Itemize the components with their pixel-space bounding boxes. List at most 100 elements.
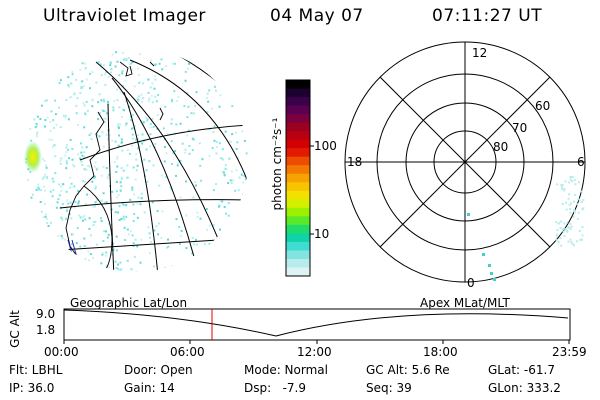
speckle [121, 51, 124, 54]
speckle [177, 96, 180, 99]
speckle [215, 146, 218, 148]
speckle [70, 233, 73, 236]
speckle [66, 199, 69, 202]
speckle [60, 185, 63, 188]
speckle [57, 198, 60, 201]
speckle [54, 113, 57, 116]
speckle [30, 196, 33, 199]
speckle [82, 180, 84, 183]
speckle [124, 100, 127, 103]
speckle [210, 107, 213, 110]
speckle [69, 186, 72, 189]
speckle [71, 147, 74, 150]
speckle [44, 213, 47, 216]
speckle [76, 97, 79, 100]
speckle [229, 179, 232, 182]
speckle [194, 181, 197, 183]
speckle [106, 236, 109, 239]
speckle [223, 173, 226, 176]
speckle [75, 112, 78, 115]
speckle [184, 70, 187, 73]
speckle [45, 164, 48, 167]
speckle [128, 152, 131, 155]
speckle [231, 105, 234, 108]
speckle [125, 216, 128, 219]
speckle [64, 116, 67, 119]
speckle [149, 86, 152, 89]
speckle [118, 134, 121, 137]
speckle [68, 85, 70, 88]
speckle [219, 199, 222, 202]
speckle [208, 89, 211, 92]
mlt-label-right: 6 [577, 155, 585, 169]
speckle [180, 229, 183, 232]
speckle [160, 58, 163, 61]
speckle [70, 83, 73, 86]
speckle [179, 234, 182, 237]
polar-emission-speckles [467, 175, 585, 281]
speckle [83, 151, 86, 154]
speckle [73, 185, 76, 188]
speckle [94, 220, 97, 223]
speckle [94, 161, 97, 164]
speckle [77, 190, 80, 192]
speckle [245, 152, 248, 155]
speckle [48, 138, 51, 141]
polar-speckle [555, 234, 558, 237]
speckle [125, 58, 128, 61]
speckle [27, 178, 30, 181]
speckle [59, 160, 62, 163]
speckle [187, 105, 190, 108]
speckle [84, 203, 87, 206]
speckle [106, 138, 109, 141]
speckle [129, 230, 132, 233]
speckle [198, 142, 201, 145]
speckle [117, 193, 120, 196]
speckle [153, 265, 156, 268]
speckle [238, 176, 241, 179]
speckle [126, 164, 129, 167]
speckle [81, 80, 84, 83]
speckle [86, 109, 89, 112]
speckle [116, 88, 118, 91]
speckle [130, 62, 133, 65]
speckle [42, 157, 45, 160]
speckle [89, 72, 92, 75]
polar-speckle [563, 235, 566, 237]
speckle [156, 128, 159, 130]
speckle [191, 252, 194, 255]
speckle [196, 216, 199, 218]
speckle [107, 102, 110, 105]
speckle [88, 217, 91, 220]
speckle [123, 226, 126, 229]
speckle [50, 110, 53, 113]
speckle [223, 206, 226, 208]
speckle [96, 198, 99, 201]
speckle [98, 93, 101, 96]
polar-speckle [561, 184, 564, 186]
speckle [119, 181, 122, 184]
speckle [83, 104, 86, 107]
speckle [132, 220, 135, 223]
speckle [174, 150, 177, 153]
speckle [224, 130, 227, 133]
speckle [167, 245, 170, 248]
speckle [97, 101, 100, 104]
polar-speckle [558, 222, 560, 225]
speckle [122, 217, 125, 220]
polar-speckle [562, 230, 565, 233]
altitude-curve [63, 309, 569, 337]
speckle [129, 198, 132, 201]
speckle [95, 133, 98, 136]
speckle [125, 204, 128, 207]
speckle [88, 165, 91, 168]
timeline-ytick-high: 9.0 [36, 307, 56, 321]
speckle [79, 216, 82, 219]
speckle [138, 81, 141, 84]
speckle [60, 190, 63, 192]
speckle [143, 158, 146, 161]
speckle [220, 157, 223, 160]
speckle [109, 61, 112, 64]
speckle [79, 245, 82, 248]
